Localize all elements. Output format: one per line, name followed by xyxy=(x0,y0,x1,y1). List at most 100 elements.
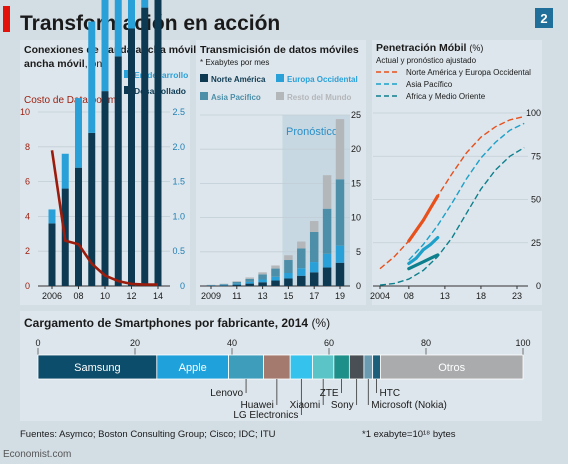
chart1-bar-developed xyxy=(75,167,82,286)
chart2-bar-we xyxy=(271,276,280,281)
chart1-bar-developing xyxy=(75,98,82,168)
chart3-title: Penetración Móbil (%) xyxy=(376,42,483,54)
chart3-ytick-label: 0 xyxy=(536,281,541,291)
chart3-xtick-label: 23 xyxy=(512,291,522,301)
chart1-bar-developed xyxy=(128,28,135,286)
chart4-label-lenovo: Lenovo xyxy=(210,388,243,399)
chart3-line-africa-me xyxy=(379,147,525,286)
chart2-bar-rw xyxy=(335,119,345,180)
chart1-bar-developing xyxy=(48,209,56,224)
chart2-ytick-label: 5 xyxy=(356,247,361,257)
chart1-line-label: Costo de Data por mb xyxy=(24,95,122,106)
chart1-xtick-label: 12 xyxy=(126,291,136,301)
chart4-label-sony: Sony xyxy=(331,400,354,411)
chart4-segment-lg-electronics xyxy=(289,354,313,380)
chart1-bar-developing xyxy=(114,0,122,57)
chart2-legend-ap: Asia Pacifico xyxy=(211,93,261,102)
chart2-legend-rw: Resto del Mundo xyxy=(287,93,352,102)
chart4-segment-samsung xyxy=(37,354,158,380)
chart1-y2tick-label: 0 xyxy=(180,281,185,291)
chart4-segment-huawei xyxy=(263,354,291,380)
chart4-label-apple: Apple xyxy=(179,362,207,374)
chart1-y2tick-label: 0.5 xyxy=(172,246,185,256)
chart2-bar-ap xyxy=(309,231,319,263)
chart2-xtick-label: 17 xyxy=(309,291,319,301)
chart3-actual-asia-pacific xyxy=(407,236,440,266)
chart2-xtick-label: 19 xyxy=(335,291,345,301)
chart2-bar-na xyxy=(219,285,229,286)
chart2-forecast-label: Pronóstico xyxy=(286,126,338,138)
chart1-y2tick-label: 2.0 xyxy=(172,142,185,152)
chart4-xtick-label: 100 xyxy=(515,338,530,348)
red-accent-tag xyxy=(3,6,10,32)
chart2-bar-we xyxy=(219,284,229,286)
chart2-bar-ap xyxy=(271,268,280,277)
chart2-bar-ap xyxy=(322,208,332,254)
chart2-bar-na xyxy=(309,272,319,286)
chart4-segment-microsoft-nokia xyxy=(363,354,374,380)
chart2-legend-we: Europa Occidental xyxy=(287,75,358,84)
chart3-legend-asia-pacific: Asia Pacífico xyxy=(406,80,453,89)
chart4-label-lg-electronics: LG Electronics xyxy=(233,410,298,421)
chart1-bar-developing xyxy=(61,153,69,189)
chart2-bar-ap xyxy=(335,179,345,246)
chart1-xtick-label: 10 xyxy=(100,291,110,301)
chart2-xtick-label: 2009 xyxy=(201,291,221,301)
chart2-ytick-label: 10 xyxy=(351,213,361,223)
chart1-xtick-label: 2006 xyxy=(42,291,62,301)
chart2-bar-rw xyxy=(258,272,267,275)
chart3-subtitle: Actual y pronóstico ajustado xyxy=(376,56,477,65)
chart1-bar-developed xyxy=(48,223,56,286)
chart1-bar-developing xyxy=(141,0,149,8)
chart2-bar-na xyxy=(232,284,242,286)
chart1-bar-developed xyxy=(154,0,162,286)
chart4-xtick-label: 60 xyxy=(324,338,334,348)
chart1-bar-developing xyxy=(101,0,109,92)
chart1-ytick-label: 2 xyxy=(25,246,30,256)
chart1-ytick-label: 10 xyxy=(20,107,30,117)
chart4-label-samsung: Samsung xyxy=(74,362,120,374)
chart3-xtick-label: 2004 xyxy=(370,291,390,301)
chart2-ytick-label: 15 xyxy=(351,178,361,188)
chart1-ytick-label: 0 xyxy=(25,281,30,291)
chart3-ytick-label: 50 xyxy=(531,195,541,205)
chart4-label-xiaomi: Xiaomi xyxy=(290,400,321,411)
chart4-xtick-label: 20 xyxy=(130,338,140,348)
chart2-legend-swatch-rw xyxy=(276,92,284,100)
chart2-bar-na xyxy=(271,280,280,286)
exabyte-note: *1 exabyte=10¹⁸ bytes xyxy=(362,429,456,440)
chart2-bar-rw xyxy=(271,265,280,269)
chart1-bar-developed xyxy=(101,91,109,287)
sources-note: Fuentes: Asymco; Boston Consulting Group… xyxy=(20,429,276,440)
chart3-legend-na-eu: Norte América y Europa Occidental xyxy=(406,68,531,77)
chart2-bar-ap xyxy=(297,248,306,269)
chart1-title: Conexiones de banda ancha móvil xyxy=(24,44,196,56)
chart3-line-na-eu xyxy=(379,115,525,270)
chart1-ytick-label: 6 xyxy=(25,177,30,187)
chart2-bar-na xyxy=(322,267,332,286)
chart1-bar-developed xyxy=(114,56,122,286)
chart3-legend-africa-me: Africa y Medio Oriente xyxy=(406,92,486,101)
chart4-segment-htc xyxy=(372,354,381,380)
chart2-bar-rw xyxy=(245,277,254,279)
chart2-subtitle: * Exabytes por mes xyxy=(200,58,269,67)
chart2-title: Transmicisión de datos móviles xyxy=(200,44,359,56)
chart4-segment-apple xyxy=(156,354,230,380)
chart4-xtick-label: 0 xyxy=(35,338,40,348)
chart3-ytick-label: 25 xyxy=(531,238,541,248)
chart3-ytick-label: 100 xyxy=(526,108,541,118)
chart3-actual-africa-me xyxy=(407,253,440,271)
chart2-bar-we xyxy=(284,273,293,279)
chart3-ytick-label: 75 xyxy=(531,151,541,161)
chart2-bar-ap xyxy=(245,278,254,282)
chart2-bar-na xyxy=(245,283,254,286)
chart4-label-zte: ZTE xyxy=(320,388,339,399)
chart2-bar-na xyxy=(335,262,345,286)
chart2-legend-swatch-we xyxy=(276,74,284,82)
chart2-bar-we xyxy=(245,281,254,284)
chart2-ytick-label: 20 xyxy=(351,144,361,154)
chart4-label-microsoft-nokia: Microsoft (Nokia) xyxy=(371,400,447,411)
chart1-y2tick-label: 2.5 xyxy=(172,107,185,117)
chart4-segment-otros xyxy=(380,354,524,380)
